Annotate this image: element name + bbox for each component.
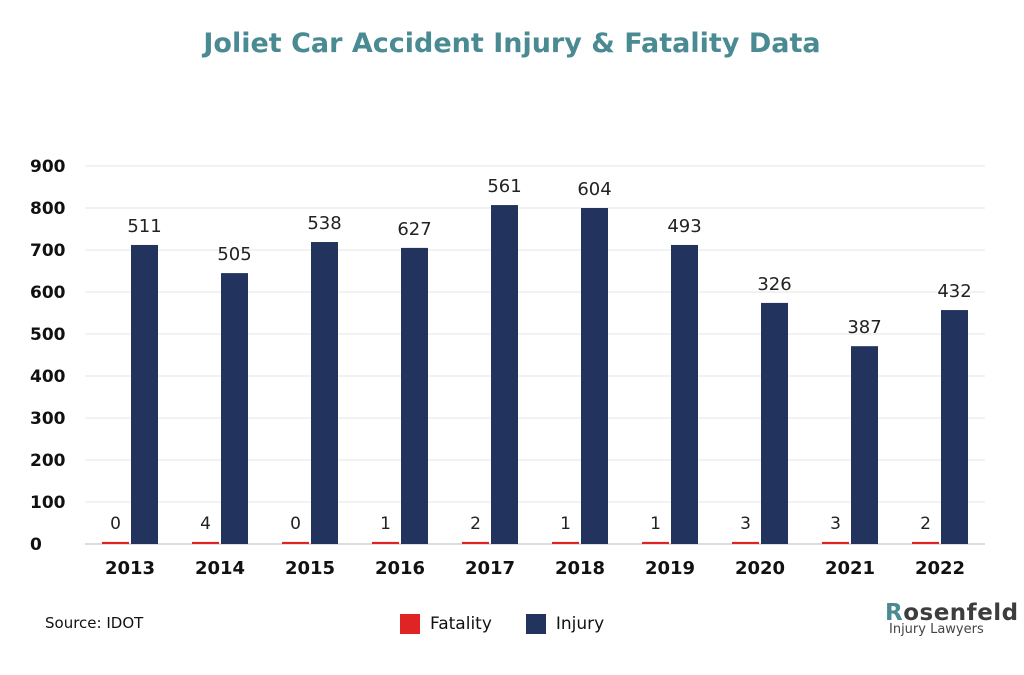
legend: Fatality Injury	[400, 614, 604, 634]
legend-swatch	[400, 614, 420, 634]
source-note: Source: IDOT	[45, 614, 144, 632]
x-tick-label: 2020	[735, 558, 785, 579]
logo-initial: R	[885, 600, 904, 626]
bar-injury	[941, 310, 968, 544]
bar-injury	[491, 205, 518, 544]
logo-tagline: Injury Lawyers	[889, 622, 984, 637]
data-label-injury: 604	[577, 179, 611, 200]
legend-swatch	[525, 614, 546, 634]
legend-label: Injury	[555, 614, 605, 634]
data-label-fatality: 0	[290, 514, 301, 534]
y-tick-label: 500	[30, 325, 66, 345]
y-tick-label: 0	[30, 535, 42, 555]
data-label-fatality: 1	[560, 514, 571, 534]
data-label-injury: 505	[217, 244, 251, 265]
bar-fatality	[552, 541, 579, 544]
bar-injury	[131, 244, 158, 544]
data-label-injury: 561	[487, 176, 521, 197]
data-label-fatality: 3	[740, 514, 751, 534]
x-tick-label: 2017	[465, 558, 515, 579]
x-tick-label: 2022	[915, 558, 965, 579]
x-tick-label: 2014	[195, 558, 245, 579]
bar-fatality	[372, 541, 399, 544]
data-label-fatality: 0	[110, 514, 121, 534]
bar-fatality	[282, 541, 309, 544]
legend-item-fatality: Fatality	[400, 614, 492, 634]
bar-injury	[221, 273, 248, 544]
data-label-injury: 538	[307, 213, 341, 234]
bar-fatality	[102, 541, 129, 544]
chart-title: Joliet Car Accident Injury & Fatality Da…	[203, 28, 821, 59]
logo: Rosenfeld Injury Lawyers	[885, 600, 1019, 637]
data-label-fatality: 2	[920, 514, 931, 534]
y-tick-label: 300	[30, 409, 66, 429]
data-label-injury: 326	[757, 274, 791, 295]
y-tick-label: 200	[30, 451, 66, 471]
y-tick-label: 600	[30, 283, 66, 303]
bar-injury	[671, 244, 698, 544]
x-tick-label: 2013	[105, 558, 155, 579]
data-label-fatality: 4	[200, 514, 211, 534]
bar-fatality	[732, 541, 759, 544]
bar-fatality	[462, 541, 489, 544]
y-tick-label: 700	[30, 241, 66, 261]
data-label-injury: 627	[397, 219, 431, 240]
bar-injury	[851, 346, 878, 544]
data-label-fatality: 1	[380, 514, 391, 534]
bar-injury	[401, 247, 428, 544]
y-tick-label: 900	[30, 157, 66, 177]
data-label-injury: 387	[847, 317, 881, 338]
data-label-injury: 511	[127, 216, 161, 237]
data-label-fatality: 3	[830, 514, 841, 534]
y-tick-label: 400	[30, 367, 66, 387]
legend-item-injury: Injury	[525, 614, 605, 634]
data-label-fatality: 2	[470, 514, 481, 534]
bar-injury	[761, 302, 788, 544]
data-label-injury: 493	[667, 216, 701, 237]
bar-fatality	[912, 541, 939, 544]
bar-fatality	[192, 541, 219, 544]
legend-label: Fatality	[430, 614, 492, 634]
logo-name: osenfeld	[903, 600, 1019, 626]
data-label-fatality: 1	[650, 514, 661, 534]
y-tick-label: 800	[30, 199, 66, 219]
bar-fatality	[642, 541, 669, 544]
bar-injury	[311, 242, 338, 544]
x-tick-label: 2019	[645, 558, 695, 579]
bar-injury	[581, 208, 608, 544]
data-label-injury: 432	[937, 281, 971, 302]
x-tick-label: 2018	[555, 558, 605, 579]
x-tick-label: 2015	[285, 558, 335, 579]
x-tick-label: 2016	[375, 558, 425, 579]
y-tick-label: 100	[30, 493, 66, 513]
bar-fatality	[822, 541, 849, 544]
x-tick-label: 2021	[825, 558, 875, 579]
